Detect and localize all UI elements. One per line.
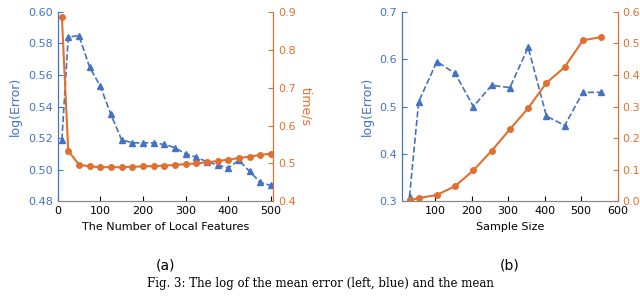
Text: (b): (b) [500, 258, 520, 272]
Y-axis label: log(Error): log(Error) [361, 77, 374, 136]
Text: Fig. 3: The log of the mean error (left, blue) and the mean: Fig. 3: The log of the mean error (left,… [147, 277, 493, 290]
Y-axis label: time/s: time/s [300, 87, 312, 126]
Y-axis label: log(Error): log(Error) [10, 77, 22, 136]
X-axis label: The Number of Local Features: The Number of Local Features [82, 222, 249, 232]
X-axis label: Sample Size: Sample Size [476, 222, 544, 232]
Text: (a): (a) [156, 258, 175, 272]
